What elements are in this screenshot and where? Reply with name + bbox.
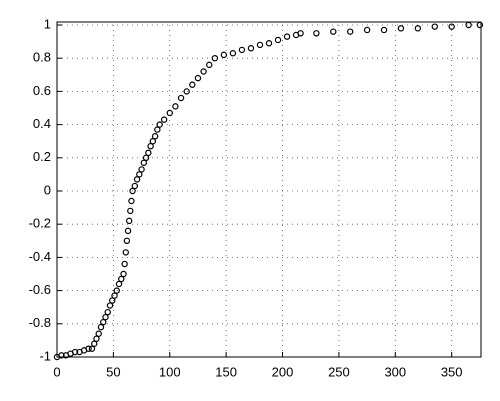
point (120, 270, 127, 278)
y-tick-label: 1 (44, 16, 51, 31)
point (380, 26, 388, 34)
point (274, 36, 282, 44)
point (104, 308, 111, 316)
x-tick-label: 150 (215, 364, 237, 379)
point (189, 81, 196, 88)
point (123, 237, 131, 244)
point (122, 249, 129, 256)
y-tick-label: 0.6 (33, 83, 51, 98)
point (160, 116, 168, 123)
x-tick-label: 300 (384, 364, 406, 379)
point (124, 227, 132, 235)
point (140, 159, 148, 166)
point (142, 154, 150, 161)
point (448, 23, 455, 30)
point (128, 197, 135, 205)
point (229, 50, 237, 57)
point (113, 287, 120, 294)
point (106, 302, 114, 309)
point (465, 21, 472, 29)
y-tick-label: 0.2 (33, 149, 51, 164)
point (121, 260, 128, 268)
point (118, 275, 125, 283)
x-tick-label: 100 (159, 364, 181, 379)
point (156, 121, 163, 128)
x-tick-label: 350 (441, 364, 463, 379)
point (138, 166, 145, 173)
point (397, 25, 405, 32)
point (177, 94, 185, 102)
point (220, 51, 228, 59)
point (111, 292, 118, 299)
point (88, 345, 96, 352)
point (131, 182, 139, 190)
point (172, 103, 179, 110)
point (71, 348, 79, 356)
x-tick-label: 0 (53, 364, 60, 379)
point (247, 45, 255, 52)
point (58, 352, 65, 359)
point (166, 109, 173, 117)
x-tick-label: 200 (272, 364, 294, 379)
point (297, 30, 304, 37)
point (95, 330, 102, 337)
point (129, 187, 136, 195)
point (414, 25, 422, 32)
y-tick-label: -1 (39, 348, 51, 363)
y-tick-label: 0.4 (33, 116, 51, 131)
x-tick-label: 250 (328, 364, 350, 379)
point (149, 137, 157, 145)
point (109, 297, 116, 304)
point (115, 280, 123, 288)
point (431, 23, 438, 30)
point (125, 217, 133, 225)
y-tick-label: 0.8 (33, 50, 51, 65)
point (102, 313, 109, 321)
point (194, 74, 202, 82)
point (346, 28, 354, 35)
point (206, 61, 213, 69)
plot-frame (56, 21, 482, 358)
y-tick-label: -0.2 (29, 216, 51, 231)
x-tick-label: 50 (106, 364, 120, 379)
point (100, 318, 107, 326)
point (313, 30, 320, 37)
point (183, 88, 190, 95)
point (133, 176, 141, 183)
point (476, 21, 484, 29)
point (200, 68, 207, 75)
point (154, 126, 161, 133)
y-tick-label: -0.6 (29, 282, 51, 297)
y-tick-label: -0.4 (29, 249, 51, 264)
point (238, 46, 246, 54)
point (256, 41, 264, 49)
point (363, 26, 371, 34)
y-tick-label: -0.8 (29, 315, 51, 330)
point (330, 28, 337, 35)
point (127, 207, 134, 215)
point (145, 149, 152, 157)
point (147, 142, 154, 150)
point (283, 33, 291, 40)
y-tick-label: 0 (44, 182, 51, 197)
point (136, 171, 143, 178)
point (91, 340, 98, 347)
point (97, 323, 105, 331)
point (211, 55, 219, 62)
point (151, 133, 159, 140)
point (85, 345, 92, 352)
point (93, 335, 100, 342)
point (265, 40, 273, 47)
